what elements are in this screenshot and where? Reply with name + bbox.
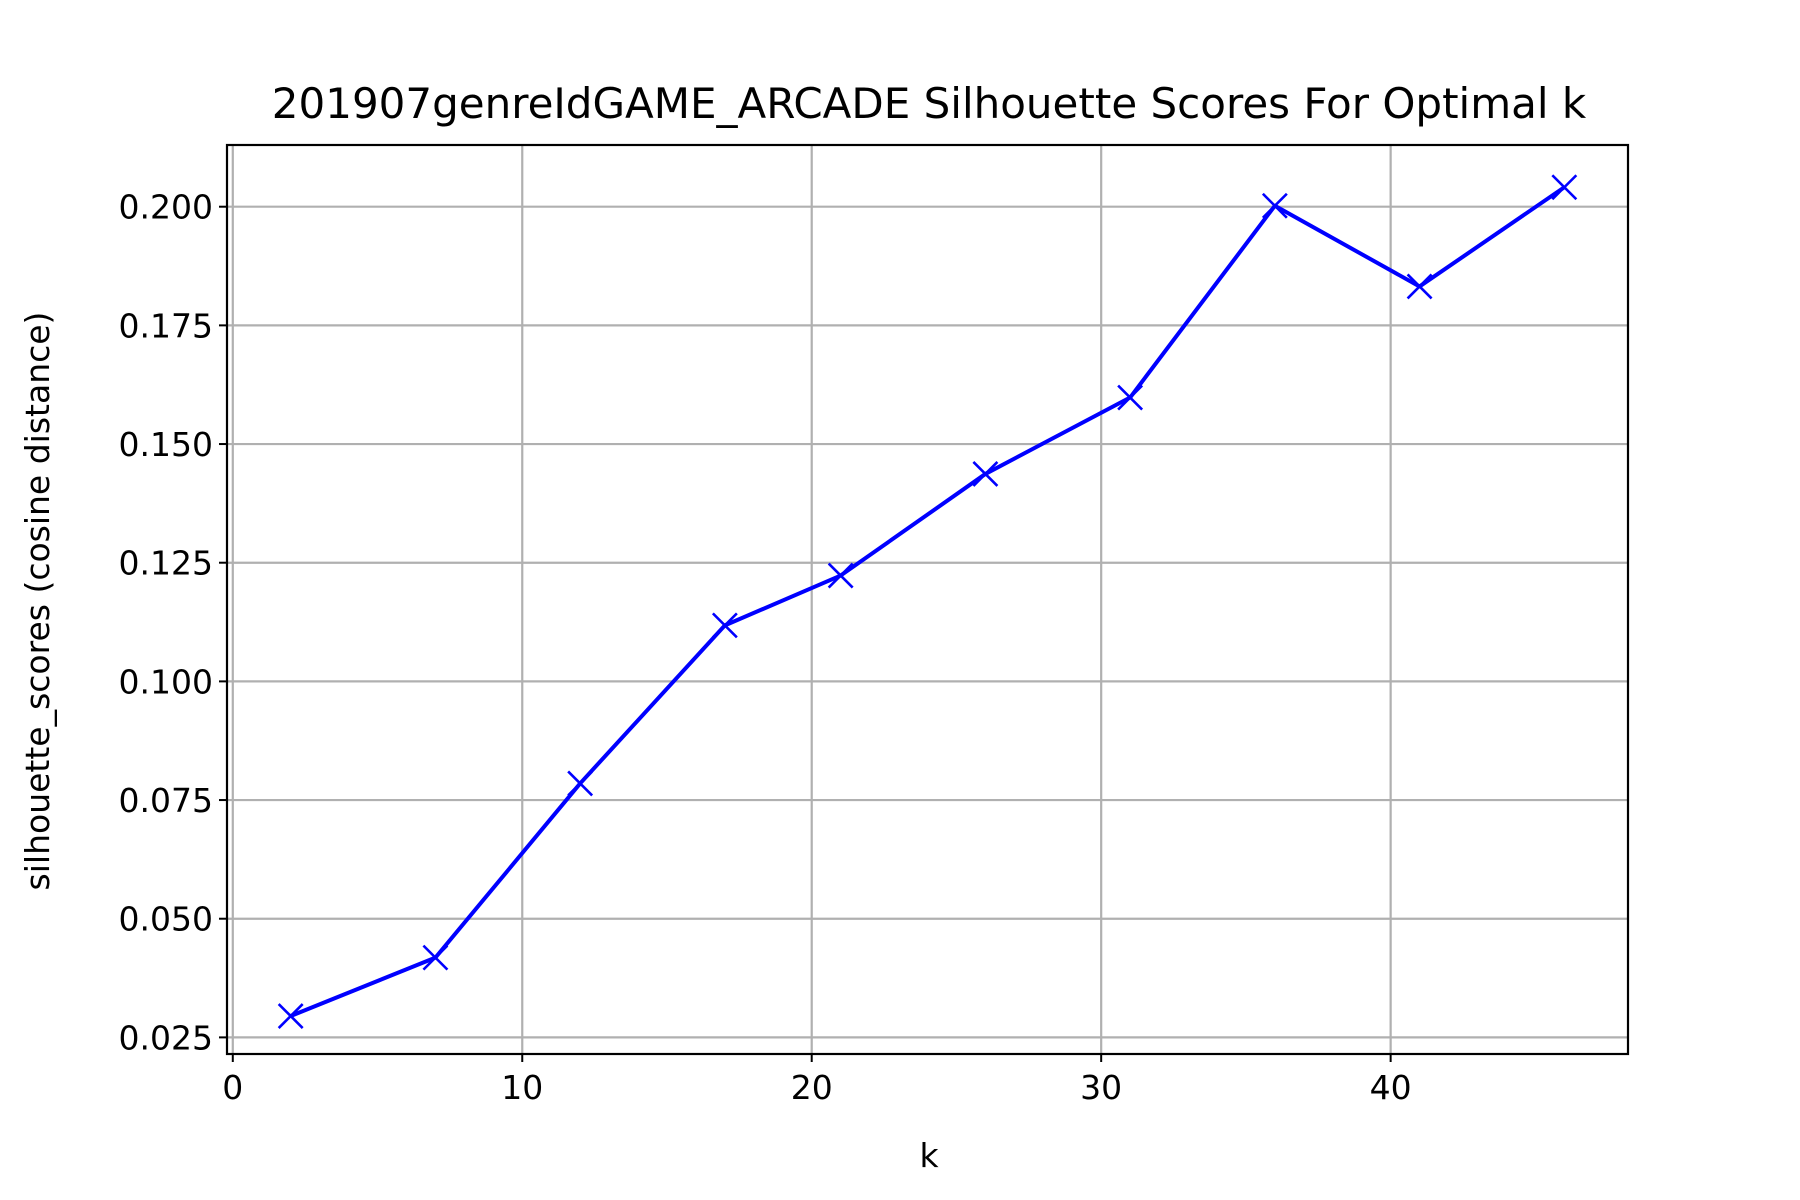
series-layer — [277, 174, 1578, 1029]
grid — [227, 145, 1628, 1054]
data-point — [827, 562, 854, 589]
data-point — [1551, 174, 1578, 201]
y-tick-label: 0.075 — [119, 781, 213, 820]
series-line — [289, 185, 1566, 1018]
data-point — [567, 770, 594, 797]
data-point-marker — [422, 944, 449, 971]
y-tick-label: 0.150 — [119, 425, 213, 464]
data-point-marker — [1406, 273, 1433, 300]
data-point — [277, 1003, 304, 1029]
x-tick-label: 30 — [1080, 1068, 1122, 1107]
data-point — [422, 944, 449, 971]
x-tick-label: 10 — [501, 1068, 543, 1107]
chart-title: 201907genreIdGAME_ARCADE Silhouette Scor… — [272, 79, 1587, 128]
data-point — [1261, 192, 1288, 219]
x-axis-label: k — [919, 1136, 939, 1175]
data-point-marker — [1117, 384, 1144, 411]
data-point-marker — [567, 770, 594, 797]
x-tick-label: 20 — [791, 1068, 833, 1107]
data-point-marker — [827, 562, 854, 589]
y-axis-label: silhouette_scores (cosine distance) — [18, 312, 57, 891]
data-point-marker — [1551, 174, 1578, 201]
y-tick-label: 0.100 — [119, 662, 213, 701]
data-point — [972, 461, 999, 487]
data-point — [711, 612, 738, 639]
y-tick-label: 0.175 — [119, 306, 213, 345]
data-point — [1117, 384, 1144, 411]
data-point — [1406, 273, 1433, 300]
x-tick-label: 40 — [1370, 1068, 1412, 1107]
data-point-marker — [1261, 192, 1288, 219]
y-tick-label: 0.200 — [119, 188, 213, 227]
y-tick-label: 0.025 — [119, 1018, 213, 1057]
data-point-marker — [972, 461, 999, 487]
data-point-marker — [711, 612, 738, 639]
plot-frame — [225, 143, 1630, 1056]
ticks: 0 10 20 30 40 0.025 0.050 0.075 0.100 0.125 0.150 0… — [119, 188, 1412, 1107]
x-tick-label: 0 — [222, 1068, 243, 1107]
y-tick-label: 0.125 — [119, 544, 213, 583]
y-tick-label: 0.050 — [119, 900, 213, 939]
data-point-marker — [277, 1003, 304, 1029]
